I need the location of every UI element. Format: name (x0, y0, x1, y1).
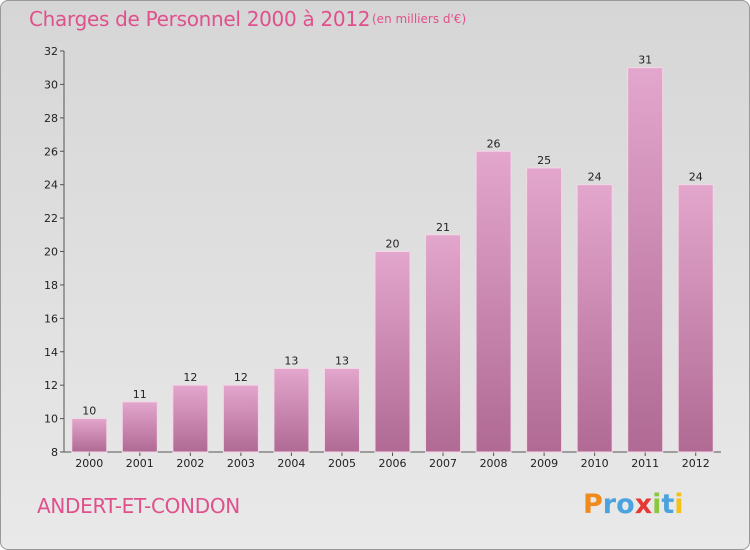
bar (324, 368, 359, 452)
bar (122, 402, 157, 452)
bar (678, 185, 713, 452)
x-tick-label: 2012 (682, 457, 710, 470)
bar-value-label: 13 (335, 354, 349, 367)
y-tick-label: 18 (44, 279, 58, 292)
logo-letter: i (674, 489, 683, 520)
bar-value-label: 21 (436, 221, 450, 234)
y-tick-label: 26 (44, 145, 58, 158)
y-tick-label: 14 (44, 346, 58, 359)
x-tick-label: 2009 (530, 457, 558, 470)
x-tick-label: 2007 (429, 457, 457, 470)
x-tick-label: 2003 (227, 457, 255, 470)
bar (375, 252, 410, 453)
logo-letter: P (583, 489, 603, 520)
y-tick-label: 24 (44, 179, 58, 192)
bar (426, 235, 461, 452)
logo-letter: i (652, 489, 661, 520)
bar-value-label: 26 (487, 137, 501, 150)
bar-value-label: 11 (133, 388, 147, 401)
logo-letter: o (616, 489, 635, 520)
bar (527, 168, 562, 452)
bar-value-label: 24 (588, 171, 602, 184)
x-tick-label: 2000 (75, 457, 103, 470)
y-tick-label: 28 (44, 112, 58, 125)
x-tick-label: 2001 (126, 457, 154, 470)
y-tick-label: 30 (44, 78, 58, 91)
bar (274, 368, 309, 452)
y-tick-label: 32 (44, 45, 58, 58)
bar-value-label: 12 (183, 371, 197, 384)
proxiti-logo: Proxiti (583, 489, 684, 520)
bar-value-label: 12 (234, 371, 248, 384)
x-tick-label: 2005 (328, 457, 356, 470)
y-tick-label: 12 (44, 379, 58, 392)
x-tick-label: 2008 (480, 457, 508, 470)
bar-value-label: 31 (638, 54, 652, 67)
x-tick-label: 2006 (379, 457, 407, 470)
y-tick-label: 20 (44, 246, 58, 259)
bar (173, 385, 208, 452)
x-tick-label: 2010 (581, 457, 609, 470)
bar (577, 185, 612, 452)
x-tick-label: 2002 (176, 457, 204, 470)
bar (72, 419, 107, 452)
logo-letter: t (661, 489, 674, 520)
y-tick-label: 22 (44, 212, 58, 225)
logo-letter: x (635, 489, 652, 520)
commune-name: ANDERT-ET-CONDON (37, 494, 240, 518)
bar-value-label: 25 (537, 154, 551, 167)
bar (223, 385, 258, 452)
bar (476, 151, 511, 452)
y-tick-label: 16 (44, 312, 58, 325)
bar-value-label: 20 (386, 238, 400, 251)
bar-value-label: 13 (284, 354, 298, 367)
bar-value-label: 10 (82, 405, 96, 418)
bar-value-label: 24 (689, 171, 703, 184)
y-tick-label: 8 (51, 446, 58, 459)
bar (628, 68, 663, 452)
x-tick-label: 2011 (631, 457, 659, 470)
y-tick-label: 10 (44, 413, 58, 426)
x-tick-label: 2004 (277, 457, 305, 470)
logo-letter: r (603, 489, 616, 520)
